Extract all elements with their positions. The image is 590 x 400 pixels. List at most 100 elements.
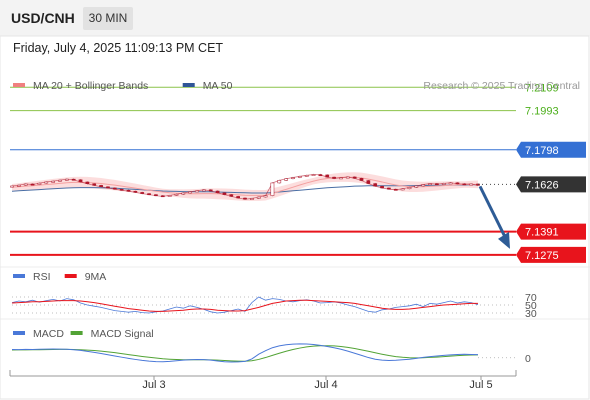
candle [215, 190, 220, 194]
candle [393, 188, 398, 191]
candle [106, 186, 110, 189]
candle [263, 195, 268, 198]
candle [44, 181, 49, 184]
current-price-label: 7.1626 [525, 179, 559, 191]
candle [92, 183, 97, 186]
legend-swatch [13, 83, 25, 87]
pivot-level-tag [516, 141, 586, 158]
candle [455, 182, 460, 185]
candle [99, 185, 103, 188]
candle [126, 189, 131, 192]
candle [71, 178, 76, 181]
candle [17, 184, 21, 187]
support-level-label: 7.1391 [525, 227, 559, 239]
legend-swatch [182, 83, 195, 87]
candle [435, 183, 439, 186]
candle [332, 176, 336, 179]
candle [30, 183, 35, 186]
rsi-ma-line [11, 299, 478, 312]
candle [23, 183, 28, 186]
legend-label: MACD Signal [91, 328, 154, 340]
candle [414, 185, 419, 188]
candle [421, 184, 426, 187]
candle [366, 180, 371, 184]
candle [400, 188, 405, 191]
candle [387, 187, 391, 190]
candle [202, 189, 206, 192]
symbol-label: USD/CNH [11, 10, 75, 26]
candle [380, 185, 384, 189]
forecast-arrow-shaft [478, 185, 508, 240]
rsi-level-label: 30 [525, 308, 537, 320]
candle [181, 192, 186, 195]
candle [37, 182, 42, 185]
time-axis-label: Jul 4 [314, 379, 337, 391]
candle [58, 179, 62, 182]
candle [311, 174, 316, 176]
candle [174, 193, 179, 196]
rsi-line [11, 296, 479, 314]
macd-line [11, 343, 479, 363]
candle [147, 193, 151, 196]
candle [284, 178, 288, 181]
candle [236, 196, 240, 199]
header-bar: USD/CNH 30 MIN [0, 0, 590, 36]
watermark-text: Research © 2025 Trading Central [423, 80, 580, 92]
legend-label: RSI [33, 271, 51, 283]
candle [64, 178, 69, 181]
candle [256, 196, 261, 199]
legend-label: MA 50 [203, 80, 233, 92]
macd-zero-label: 0 [525, 353, 531, 365]
candle [160, 195, 165, 198]
pivot-level-label: 7.1798 [525, 145, 559, 157]
time-axis-label: Jul 3 [142, 379, 165, 391]
candle [469, 183, 473, 186]
candle [359, 178, 364, 181]
candle [208, 189, 213, 192]
candle [407, 187, 412, 190]
candle [119, 188, 124, 191]
resistance-level-label: 7.1993 [525, 106, 559, 118]
candle [318, 174, 323, 176]
support-level-tag [516, 223, 586, 240]
legend-label: MA 20 + Bollinger Bands [33, 80, 148, 92]
candle [277, 180, 282, 184]
candle [140, 192, 145, 194]
candle [441, 183, 446, 185]
candle [154, 194, 158, 197]
candle [352, 176, 357, 179]
candle [373, 183, 378, 187]
candle [229, 194, 234, 197]
candle [325, 174, 330, 178]
legend-swatch [70, 331, 83, 335]
candle [10, 185, 14, 188]
candle [222, 192, 227, 195]
legend-label: MACD [33, 328, 64, 340]
timeframe-button[interactable]: 30 MIN [83, 7, 133, 30]
candle [462, 183, 467, 186]
candle [112, 187, 117, 190]
candle [85, 181, 90, 185]
legend-label: 9MA [85, 271, 107, 283]
chart-border [0, 35, 590, 400]
ma20-line [11, 176, 478, 196]
resistance-level-label: 7.2109 [525, 82, 559, 94]
support-level-tag [516, 246, 586, 263]
datetime-label: Friday, July 4, 2025 11:09:13 PM CET [13, 41, 224, 55]
rsi-level-label: 50 [525, 300, 537, 312]
candle [188, 191, 193, 194]
forecast-arrow-head [498, 231, 510, 249]
candle [195, 190, 199, 193]
candle [448, 182, 453, 185]
support-level-label: 7.1275 [525, 250, 559, 262]
legend-swatch [13, 331, 25, 335]
candle [345, 176, 350, 179]
candle [297, 176, 302, 178]
current-price-tag [516, 176, 586, 193]
candle [291, 177, 295, 179]
legend-swatch [64, 274, 77, 278]
candle [270, 182, 275, 196]
time-axis-label: Jul 5 [469, 379, 492, 391]
legend-swatch [13, 274, 25, 278]
